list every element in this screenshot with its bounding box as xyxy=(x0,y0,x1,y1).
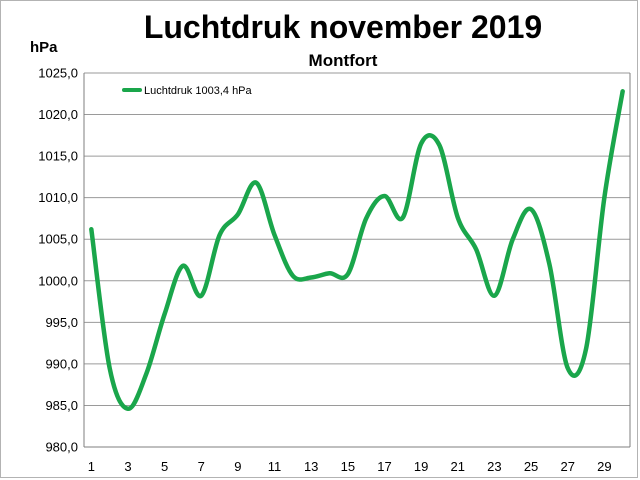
x-tick-label: 7 xyxy=(198,459,205,474)
x-tick-label: 5 xyxy=(161,459,168,474)
x-tick-label: 19 xyxy=(414,459,428,474)
y-tick-label: 980,0 xyxy=(45,440,78,455)
y-tick-label: 985,0 xyxy=(45,398,78,413)
x-tick-label: 25 xyxy=(524,459,538,474)
x-tick-label: 27 xyxy=(560,459,574,474)
y-tick-label: 995,0 xyxy=(45,315,78,330)
x-tick-label: 3 xyxy=(124,459,131,474)
y-tick-label: 990,0 xyxy=(45,356,78,371)
y-tick-label: 1000,0 xyxy=(38,273,78,288)
y-tick-label: 1025,0 xyxy=(38,66,78,81)
y-tick-label: 1015,0 xyxy=(38,149,78,164)
x-tick-label: 21 xyxy=(451,459,465,474)
x-tick-label: 9 xyxy=(234,459,241,474)
x-tick-label: 13 xyxy=(304,459,318,474)
x-tick-label: 23 xyxy=(487,459,501,474)
series-lines xyxy=(89,89,625,412)
gridlines xyxy=(84,72,630,448)
x-tick-label: 11 xyxy=(268,459,282,474)
series-line-0 xyxy=(89,89,625,412)
y-tick-label: 1020,0 xyxy=(38,107,78,122)
y-tick-label: 1005,0 xyxy=(38,232,78,247)
y-axis-label: hPa xyxy=(30,39,58,56)
chart-subtitle: Montfort xyxy=(309,51,378,70)
x-tick-label: 15 xyxy=(341,459,355,474)
tick-labels: 980,0 985,0 990,0 995,0 1000,0 1005,0 1010,0 10… xyxy=(38,66,611,475)
y-tick-label: 1010,0 xyxy=(38,190,78,205)
chart-title: Luchtdruk november 2019 xyxy=(144,9,542,45)
x-tick-label: 17 xyxy=(377,459,391,474)
legend: Luchtdruk 1003,4 hPa xyxy=(122,85,253,97)
x-tick-label: 1 xyxy=(88,459,95,474)
legend-label: Luchtdruk 1003,4 hPa xyxy=(144,85,253,97)
x-tick-label: 29 xyxy=(597,459,611,474)
